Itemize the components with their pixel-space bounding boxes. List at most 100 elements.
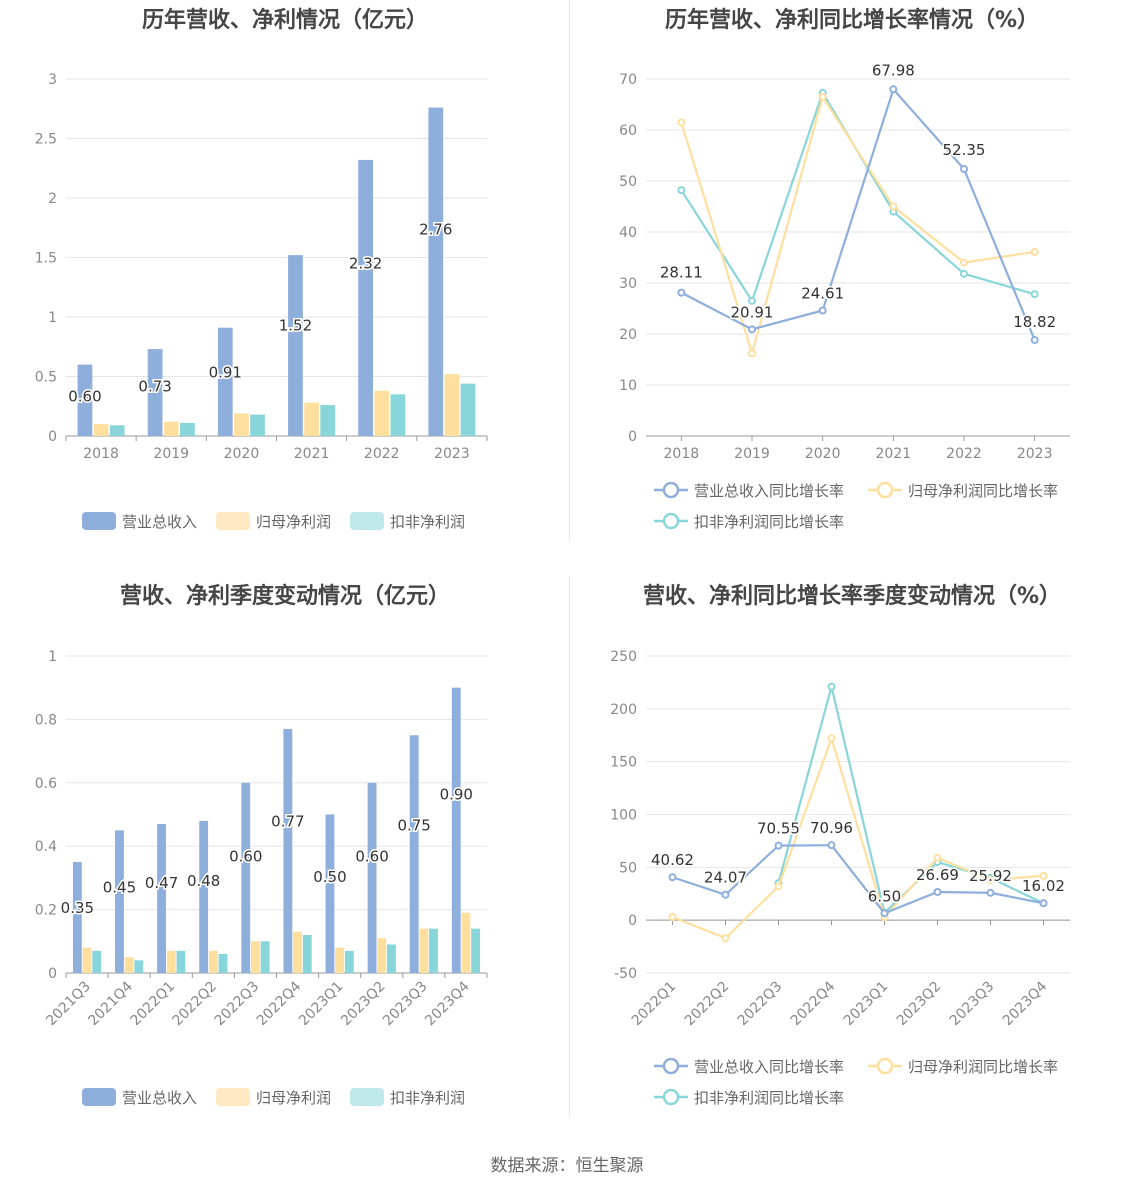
y-tick-label: 250 [610, 649, 637, 665]
data-label: 1.52 [279, 316, 312, 334]
y-tick-label: 10 [619, 378, 637, 394]
data-label: 0.60 [355, 847, 388, 865]
bar [302, 934, 312, 973]
x-tick-label: 2023 [434, 446, 470, 462]
series-line [672, 734, 1044, 940]
series-point [827, 682, 836, 691]
x-tick-label: 2020 [805, 446, 841, 462]
y-tick-label: 1 [48, 310, 57, 326]
bar [374, 390, 390, 436]
y-tick-label: 20 [619, 327, 637, 343]
data-label: 0.73 [138, 378, 171, 396]
series-point [986, 888, 995, 897]
bar [409, 735, 419, 973]
series-line [672, 844, 1044, 915]
legend-label: 扣非净利润同比增长率 [694, 513, 844, 531]
series-point [748, 349, 756, 358]
bar [208, 950, 218, 973]
x-tick-label: 2022Q4 [788, 978, 839, 1029]
bar [344, 950, 354, 973]
bar [166, 950, 176, 973]
x-tick-label: 2021 [876, 446, 912, 462]
data-label: 0.47 [145, 874, 178, 892]
data-label: 28.11 [660, 264, 703, 282]
bar [163, 421, 179, 436]
series-line [680, 94, 1035, 358]
y-tick-label: 0 [48, 429, 57, 445]
legend-swatch [350, 1088, 384, 1106]
data-label: 0.91 [209, 364, 242, 382]
data-label: 67.98 [872, 61, 915, 79]
bar [217, 327, 233, 436]
x-tick-label: 2022Q3 [735, 979, 786, 1030]
x-tick-label: 2020 [224, 446, 260, 462]
legend-marker [876, 481, 894, 499]
bar [293, 931, 302, 973]
data-label: 40.62 [651, 851, 694, 869]
x-tick-label: 2023Q3 [947, 979, 998, 1030]
data-label: 2.32 [349, 255, 382, 273]
bar [367, 782, 377, 973]
data-label: 0.75 [397, 816, 430, 834]
bar [460, 383, 476, 436]
chart-title: 历年营收、净利情况（亿元） [141, 8, 428, 33]
legend-label: 营业总收入 [122, 513, 197, 531]
series-point [933, 853, 942, 862]
y-tick-label: 0 [628, 913, 637, 929]
data-label: 20.91 [731, 303, 774, 321]
series-point [960, 269, 968, 278]
y-tick-label: 150 [610, 755, 637, 771]
series-point [1039, 899, 1048, 908]
bar [180, 422, 195, 436]
x-tick-label: 2023Q4 [1000, 978, 1051, 1029]
data-label: 70.96 [810, 819, 853, 837]
x-tick-label: 2023 [1017, 446, 1053, 462]
bar [134, 960, 144, 973]
y-tick-label: 100 [610, 808, 637, 824]
bar [428, 107, 444, 436]
legend-marker [876, 1057, 894, 1075]
x-tick-label: 2018 [83, 446, 119, 462]
bar [283, 728, 293, 973]
bar [320, 405, 336, 436]
data-label: 6.50 [868, 887, 901, 905]
bar [251, 941, 260, 973]
data-label: 24.07 [704, 869, 747, 887]
legend-label: 扣非净利润 [390, 1089, 465, 1107]
data-label: 0.60 [229, 847, 262, 865]
bar [218, 953, 228, 973]
data-label: 25.92 [969, 867, 1012, 885]
panel-quarter-line: 营收、净利同比增长率季度变动情况（%） [570, 576, 1134, 1136]
divider-bottom [569, 576, 570, 1116]
bar [157, 824, 166, 973]
bar [241, 782, 251, 973]
series-line [680, 87, 1036, 341]
series-point [1030, 290, 1039, 299]
data-label: 16.02 [1022, 877, 1065, 895]
series-point [1030, 247, 1039, 256]
bar [471, 928, 481, 973]
y-tick-label: 30 [619, 276, 637, 292]
data-label: 18.82 [1013, 313, 1056, 331]
data-label: 0.48 [187, 872, 220, 890]
y-tick-label: 0.6 [35, 776, 57, 792]
series-point [1030, 336, 1039, 345]
bar [461, 912, 471, 973]
x-tick-label: 2022Q2 [682, 979, 733, 1030]
x-tick-label: 2022Q1 [629, 979, 680, 1030]
series-point [1039, 871, 1048, 880]
y-tick-label: 3 [48, 72, 57, 88]
x-tick-label: 2021 [294, 446, 330, 462]
bar [147, 349, 163, 436]
legend-label: 营业总收入 [122, 1089, 197, 1107]
series-point [748, 296, 756, 305]
series-point [880, 909, 889, 918]
y-tick-label: 70 [619, 72, 637, 88]
panel-annual-bar: 历年营收、净利情况（亿元） [0, 0, 570, 560]
y-tick-label: 0.4 [35, 839, 57, 855]
bar [250, 414, 265, 436]
legend-label: 归母净利润同比增长率 [908, 1058, 1058, 1076]
data-label: 0.60 [68, 388, 101, 406]
series-point [827, 734, 836, 743]
series-point [827, 841, 836, 850]
